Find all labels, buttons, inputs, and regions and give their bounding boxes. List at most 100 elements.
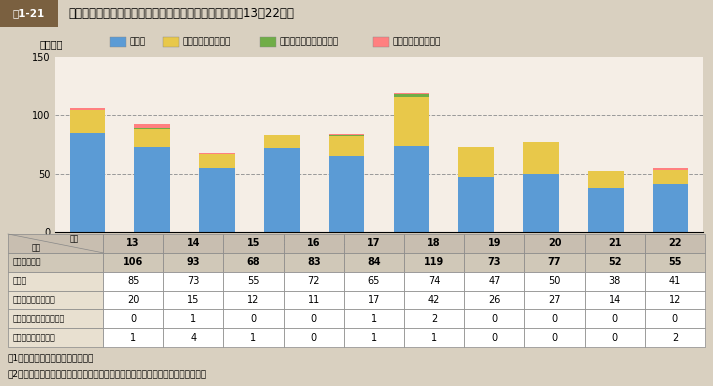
Bar xyxy=(163,234,223,253)
Text: 贈収賄: 贈収賄 xyxy=(130,37,146,46)
Bar xyxy=(134,124,170,128)
Bar xyxy=(372,37,389,47)
Text: 55: 55 xyxy=(247,276,260,286)
Text: 談合・競売入札妨書: 談合・競売入札妨書 xyxy=(13,295,56,305)
Text: 85: 85 xyxy=(127,276,139,286)
Bar xyxy=(70,133,106,232)
Bar xyxy=(524,291,585,309)
Text: 74: 74 xyxy=(428,276,441,286)
Text: 2：同一の被疑者で同種の余罪がある場合でも、一つの事件として計上した統計: 2：同一の被疑者で同種の余罪がある場合でも、一つの事件として計上した統計 xyxy=(8,369,207,378)
Bar xyxy=(523,174,559,232)
Bar xyxy=(264,148,299,232)
Text: 政治資金規正法違反: 政治資金規正法違反 xyxy=(392,37,441,46)
Bar xyxy=(163,309,223,328)
Bar xyxy=(8,253,103,272)
Bar xyxy=(8,272,103,291)
Text: 14: 14 xyxy=(609,295,621,305)
Text: 16: 16 xyxy=(307,239,320,249)
Bar xyxy=(284,272,344,291)
Bar xyxy=(645,272,705,291)
Text: 0: 0 xyxy=(491,314,498,324)
Bar xyxy=(464,272,524,291)
Text: 73: 73 xyxy=(488,257,501,267)
Bar xyxy=(284,234,344,253)
Bar xyxy=(523,142,559,174)
Bar xyxy=(163,253,223,272)
Bar xyxy=(645,309,705,328)
Bar xyxy=(404,291,464,309)
Bar xyxy=(585,309,645,328)
Bar xyxy=(585,234,645,253)
Bar xyxy=(344,309,404,328)
Bar xyxy=(199,154,235,168)
Bar xyxy=(199,153,235,154)
Bar xyxy=(394,96,429,146)
Text: 42: 42 xyxy=(428,295,441,305)
Bar xyxy=(284,253,344,272)
Text: 0: 0 xyxy=(672,314,678,324)
Text: 12: 12 xyxy=(247,295,260,305)
Bar xyxy=(394,146,429,232)
Bar xyxy=(223,309,284,328)
Bar xyxy=(394,93,429,94)
Bar xyxy=(103,272,163,291)
Bar xyxy=(103,234,163,253)
Text: 14: 14 xyxy=(187,239,200,249)
Bar xyxy=(344,328,404,347)
Bar xyxy=(588,188,624,232)
Text: 1: 1 xyxy=(371,314,377,324)
Text: 1: 1 xyxy=(130,333,136,343)
Text: 0: 0 xyxy=(250,314,257,324)
Text: 17: 17 xyxy=(367,239,381,249)
Bar xyxy=(645,291,705,309)
Bar xyxy=(394,94,429,96)
Text: 50: 50 xyxy=(548,276,560,286)
Text: 68: 68 xyxy=(247,257,260,267)
Text: 1: 1 xyxy=(431,333,437,343)
Text: 2: 2 xyxy=(672,333,678,343)
Bar xyxy=(458,147,494,177)
Text: 1: 1 xyxy=(190,314,196,324)
Bar xyxy=(645,253,705,272)
Bar xyxy=(103,291,163,309)
Text: 52: 52 xyxy=(608,257,622,267)
Bar xyxy=(653,168,689,170)
Bar xyxy=(134,129,170,147)
Bar xyxy=(653,184,689,232)
Bar xyxy=(464,234,524,253)
Text: 注1：公職選挙法違反事件を除く。: 注1：公職選挙法違反事件を除く。 xyxy=(8,354,94,362)
Text: 0: 0 xyxy=(551,333,558,343)
Bar xyxy=(329,135,364,136)
Bar xyxy=(223,234,284,253)
Text: 83: 83 xyxy=(307,257,321,267)
Text: 20: 20 xyxy=(548,239,561,249)
Text: 図1-21: 図1-21 xyxy=(13,8,45,19)
Text: 26: 26 xyxy=(488,295,501,305)
Bar xyxy=(404,234,464,253)
Bar xyxy=(70,110,106,133)
Text: 19: 19 xyxy=(488,239,501,249)
Bar xyxy=(524,234,585,253)
Bar xyxy=(8,309,103,328)
Text: 政治資金規正法違反: 政治資金規正法違反 xyxy=(13,333,56,342)
Bar xyxy=(163,272,223,291)
Text: 65: 65 xyxy=(368,276,380,286)
Bar xyxy=(284,309,344,328)
Text: 55: 55 xyxy=(668,257,682,267)
Bar xyxy=(344,272,404,291)
Bar xyxy=(464,253,524,272)
Bar xyxy=(260,37,276,47)
Text: 2: 2 xyxy=(431,314,437,324)
Bar xyxy=(199,168,235,232)
Bar xyxy=(223,328,284,347)
Bar xyxy=(585,253,645,272)
Bar xyxy=(284,291,344,309)
Text: 12: 12 xyxy=(669,295,681,305)
Bar xyxy=(8,328,103,347)
Text: 4: 4 xyxy=(190,333,196,343)
Bar xyxy=(464,291,524,309)
Bar xyxy=(585,272,645,291)
Text: 18: 18 xyxy=(427,239,441,249)
Bar xyxy=(645,328,705,347)
Bar xyxy=(134,128,170,129)
